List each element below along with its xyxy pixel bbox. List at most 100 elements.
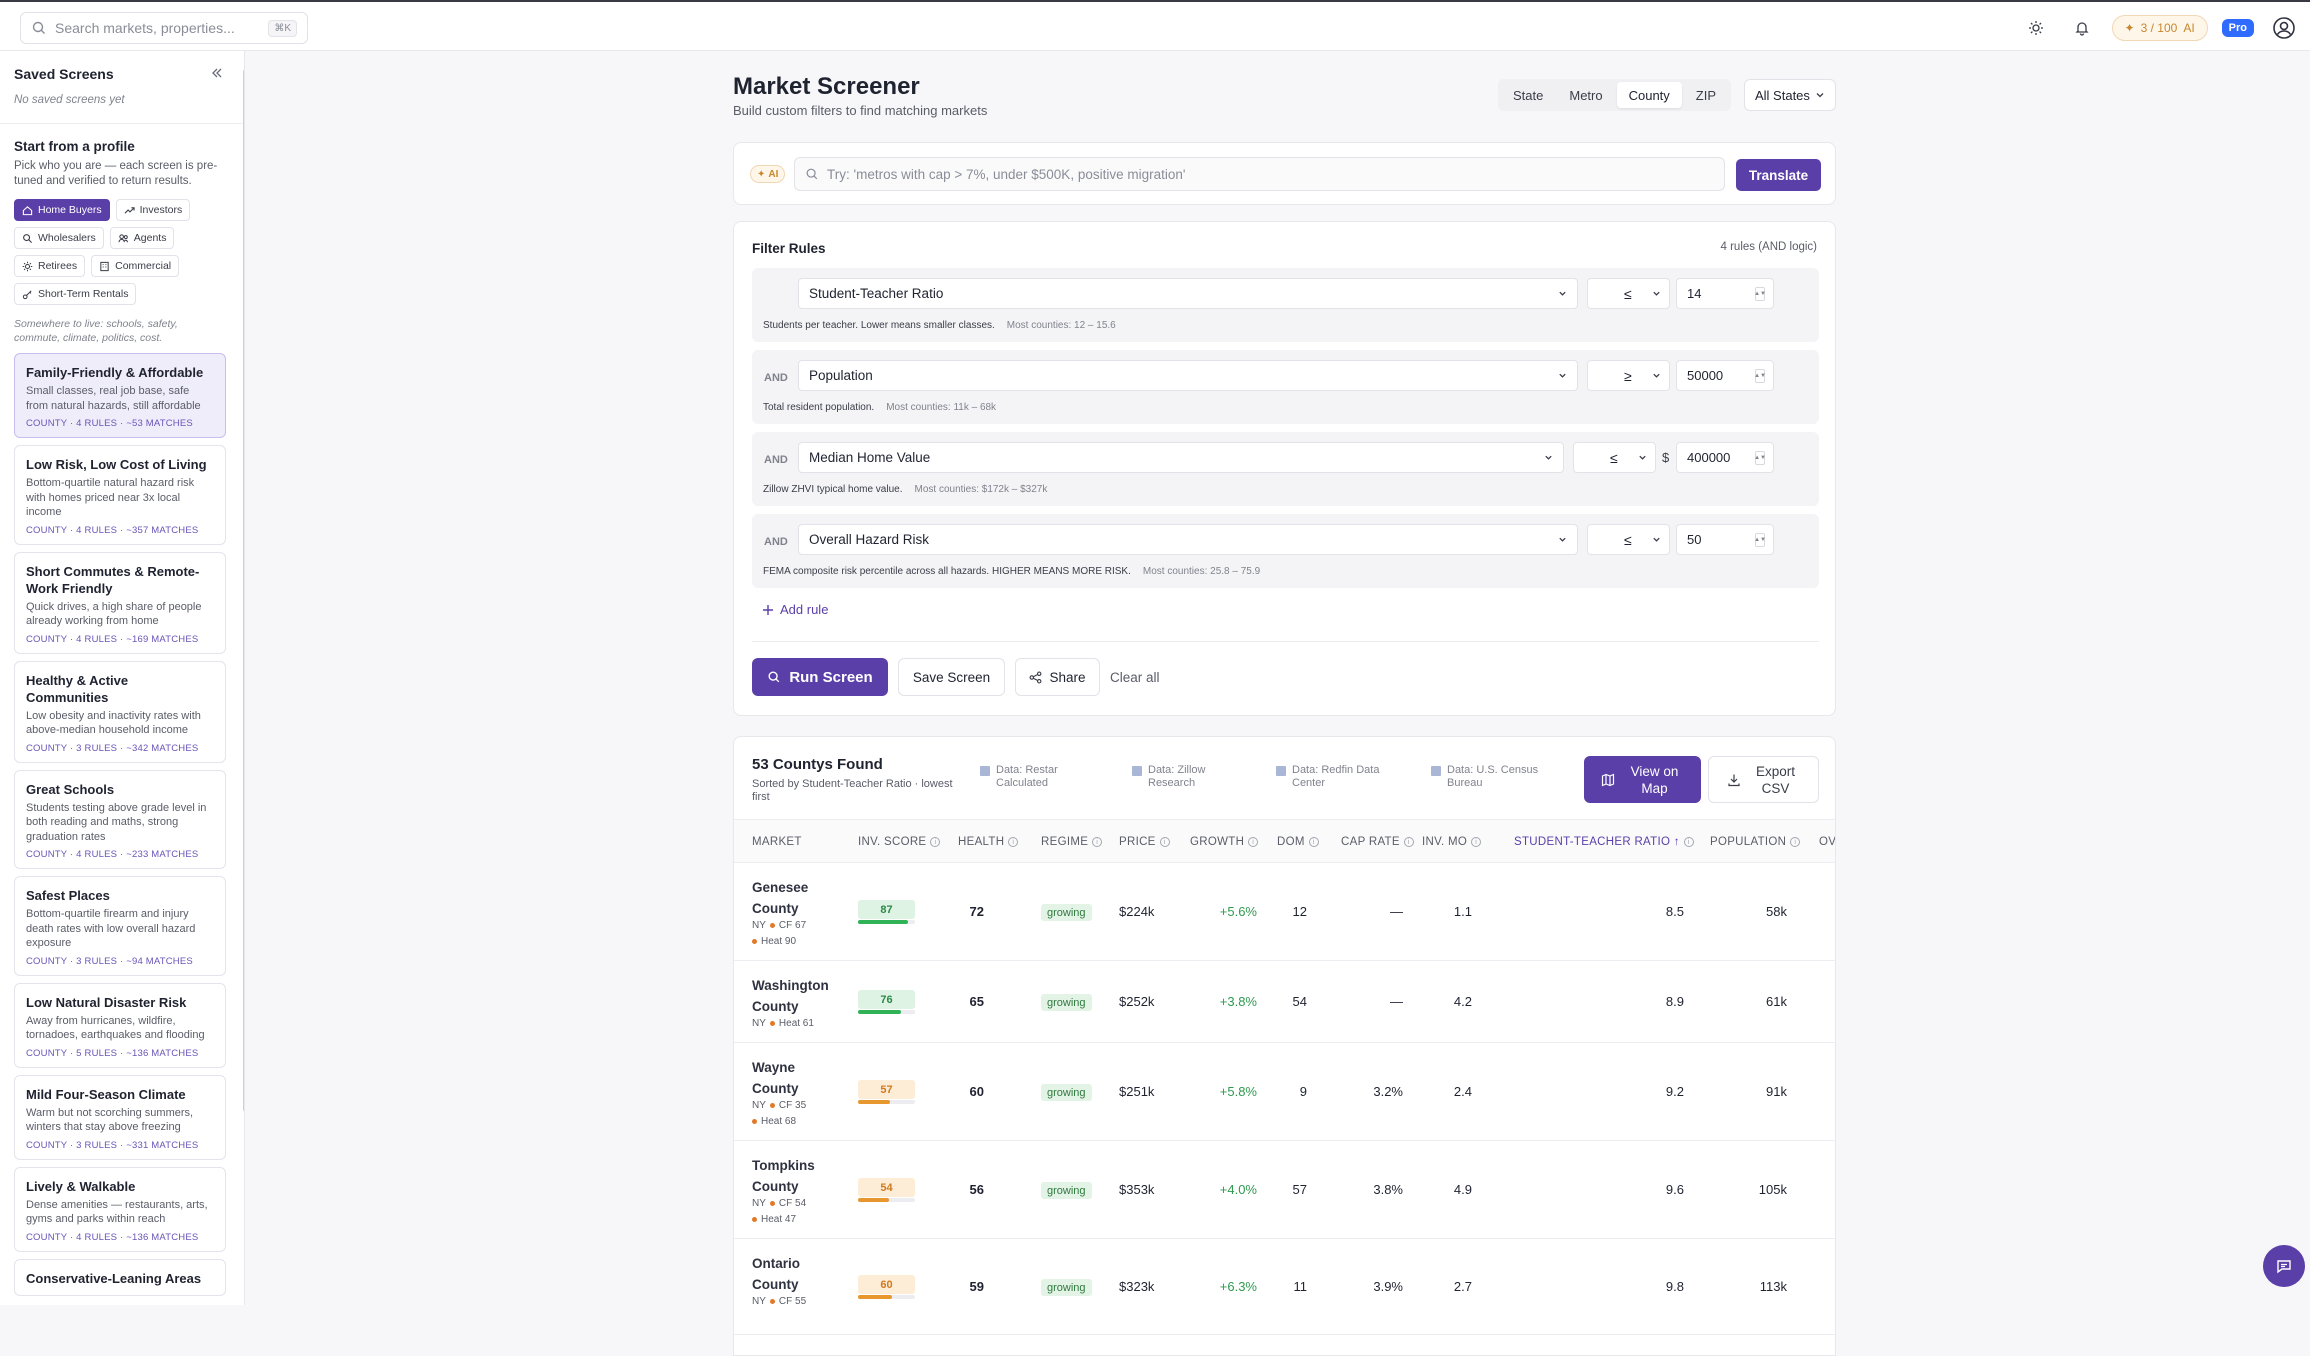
run-screen-button[interactable]: Run Screen [752, 658, 888, 696]
column-header[interactable]: DOM i [1277, 836, 1319, 848]
notifications-button[interactable] [2066, 12, 2098, 44]
info-icon[interactable]: i [1248, 837, 1259, 847]
column-header[interactable]: STUDENT-TEACHER RATIO ↑ i [1514, 836, 1694, 848]
table-row[interactable]: Washington County NY Heat 61 76 65 $252k +3.8% 5… [734, 961, 1835, 1043]
column-header[interactable]: HEALTH i [958, 836, 1019, 848]
state-filter-select[interactable]: All States [1744, 79, 1836, 111]
days-on-market: 9 [1299, 1084, 1307, 1099]
translate-button[interactable]: Translate [1736, 159, 1821, 191]
rule-operator-select[interactable]: ≤ [1587, 278, 1670, 309]
column-header[interactable]: MARKET [752, 836, 802, 848]
info-icon[interactable]: i [1092, 837, 1103, 847]
rule-value-input[interactable]: 14 ▲▼ [1676, 278, 1774, 309]
profile-chip-wholesalers[interactable]: Wholesalers [14, 227, 104, 249]
column-header[interactable]: INV. MO i [1422, 836, 1482, 848]
rule-field-select[interactable]: Student-Teacher Ratio [798, 278, 1578, 309]
screen-card[interactable]: Healthy & Active Communities Low obesity … [14, 660, 226, 763]
column-header[interactable]: REGIME i [1041, 836, 1103, 848]
column-header[interactable]: CAP RATE i [1341, 836, 1414, 848]
info-icon[interactable]: i [1471, 837, 1482, 847]
column-header[interactable]: POPULATION i [1710, 836, 1801, 848]
tab-zip[interactable]: ZIP [1695, 87, 1717, 103]
growth: +5.6% [1219, 904, 1257, 919]
screen-card-title: Family-Friendly & Affordable [26, 365, 204, 380]
table-row[interactable]: Genesee County NY CF 67 Heat 90 87 72 $224k +5.6… [734, 863, 1835, 961]
view-on-map-button[interactable]: View on Map [1584, 756, 1701, 803]
clear-all-button[interactable]: Clear all [1110, 670, 1160, 685]
rule-field-select[interactable]: Median Home Value [798, 442, 1564, 473]
filter-rule: AND Overall Hazard Risk ≤50 ▲▼ FEMA composit… [752, 514, 1819, 588]
rule-value-input[interactable]: 400000 ▲▼ [1676, 442, 1774, 473]
screen-card[interactable]: Safest Places Bottom-quartile firearm and… [14, 876, 226, 976]
stepper-icon[interactable]: ▲▼ [1754, 450, 1766, 465]
info-icon[interactable]: i [930, 837, 941, 847]
table-row[interactable]: Ontario County NY CF 55 60 59 $323k +6.3% 11 3.9%… [734, 1239, 1835, 1335]
market-name-line: Tompkins [752, 1158, 815, 1173]
chat-button[interactable] [2263, 1245, 2305, 1287]
plus-icon [763, 604, 773, 615]
info-icon[interactable]: i [1308, 837, 1319, 847]
ai-query-input[interactable]: Try: 'metros with cap > 7%, under $500K,… [794, 157, 1725, 191]
screen-card[interactable]: Family-Friendly & Affordable Small classe… [14, 353, 226, 438]
rule-value-input[interactable]: 50000 ▲▼ [1676, 360, 1774, 391]
screen-card[interactable]: Great Schools Students testing above grad… [14, 769, 226, 869]
building-icon [100, 261, 109, 271]
rule-operator-select[interactable]: ≤ [1587, 524, 1670, 555]
rule-field-select[interactable]: Population [798, 360, 1578, 391]
info-icon[interactable]: i [1159, 837, 1170, 847]
screen-card[interactable]: Lively & Walkable Dense amenities — resta… [14, 1166, 226, 1252]
profile-chip-commercial[interactable]: Commercial [91, 255, 180, 277]
market-meta: NY CF 55 [752, 1296, 806, 1307]
rule-value-input[interactable]: 50 ▲▼ [1676, 524, 1774, 555]
rule-operator-select[interactable]: ≤ [1573, 442, 1656, 473]
profile-chip-agents[interactable]: Agents [109, 227, 175, 249]
tab-state[interactable]: State [1513, 87, 1544, 103]
global-search-input[interactable]: Search markets, properties... ⌘K [20, 12, 308, 44]
column-header[interactable]: INV. SCORE i [858, 836, 941, 848]
column-header[interactable]: OV [1819, 836, 1835, 848]
profile-chip-investors[interactable]: Investors [115, 199, 191, 221]
info-icon[interactable]: i [1683, 837, 1694, 847]
market-name[interactable]: Tompkins County [752, 1155, 832, 1197]
table-row[interactable]: Tompkins County NY CF 54 Heat 47 54 56 $353k +4.… [734, 1141, 1835, 1239]
ai-credits-badge[interactable]: ✦ 3 / 100 AI [2111, 15, 2208, 41]
tab-metro[interactable]: Metro [1569, 87, 1603, 103]
profile-chip-label: Commercial [115, 260, 172, 272]
screen-card[interactable]: Short Commutes & Remote-Work Friendly Qui… [14, 551, 226, 654]
screen-card[interactable]: Conservative-Leaning Areas [14, 1258, 226, 1296]
market-name[interactable]: Genesee County [752, 877, 832, 919]
user-avatar-button[interactable] [2268, 12, 2300, 44]
student-teacher-ratio: 8.9 [1665, 994, 1684, 1009]
stepper-icon[interactable]: ▲▼ [1754, 286, 1766, 301]
add-rule-button[interactable]: Add rule [762, 602, 828, 617]
column-header[interactable]: GROWTH i [1190, 836, 1259, 848]
share-button[interactable]: Share [1015, 658, 1100, 696]
info-icon[interactable]: i [1008, 837, 1019, 847]
market-name[interactable]: Ontario County [752, 1253, 832, 1295]
info-icon[interactable]: i [1790, 837, 1801, 847]
table-row[interactable]: Wayne County NY CF 35 Heat 68 57 60 $251k +5.8% 9… [734, 1043, 1835, 1141]
column-header-label: INV. MO [1422, 836, 1468, 848]
theme-toggle-button[interactable] [2020, 12, 2052, 44]
profile-chip-retirees[interactable]: Retirees [14, 255, 86, 277]
rule-field-select[interactable]: Overall Hazard Risk [798, 524, 1578, 555]
sidebar-scrollbar[interactable] [243, 68, 244, 1113]
screen-card[interactable]: Mild Four-Season Climate Warm but not sco… [14, 1074, 226, 1160]
tab-county[interactable]: County [1616, 82, 1682, 108]
market-name[interactable]: Wayne County [752, 1057, 832, 1099]
market-name[interactable]: Washington County [752, 975, 832, 1017]
save-screen-button[interactable]: Save Screen [898, 658, 1005, 696]
stepper-icon[interactable]: ▲▼ [1754, 532, 1766, 547]
rule-operator-select[interactable]: ≥ [1587, 360, 1670, 391]
screen-card[interactable]: Low Risk, Low Cost of Living Bottom-quart… [14, 445, 226, 545]
collapse-sidebar-button[interactable] [208, 64, 226, 82]
data-source-label: Data: Zillow Research [1148, 764, 1206, 789]
profile-chip-home-buyers[interactable]: Home Buyers [14, 199, 110, 221]
column-header[interactable]: PRICE i [1119, 836, 1170, 848]
profile-chip-list: Home Buyers Investors Wholesalers Agents Ret… [14, 199, 239, 305]
stepper-icon[interactable]: ▲▼ [1754, 368, 1766, 383]
export-csv-button[interactable]: Export CSV [1708, 756, 1819, 803]
profile-chip-short-term-rentals[interactable]: Short-Term Rentals [14, 283, 137, 305]
info-icon[interactable]: i [1403, 837, 1414, 847]
screen-card[interactable]: Low Natural Disaster Risk Away from hurri… [14, 982, 226, 1068]
